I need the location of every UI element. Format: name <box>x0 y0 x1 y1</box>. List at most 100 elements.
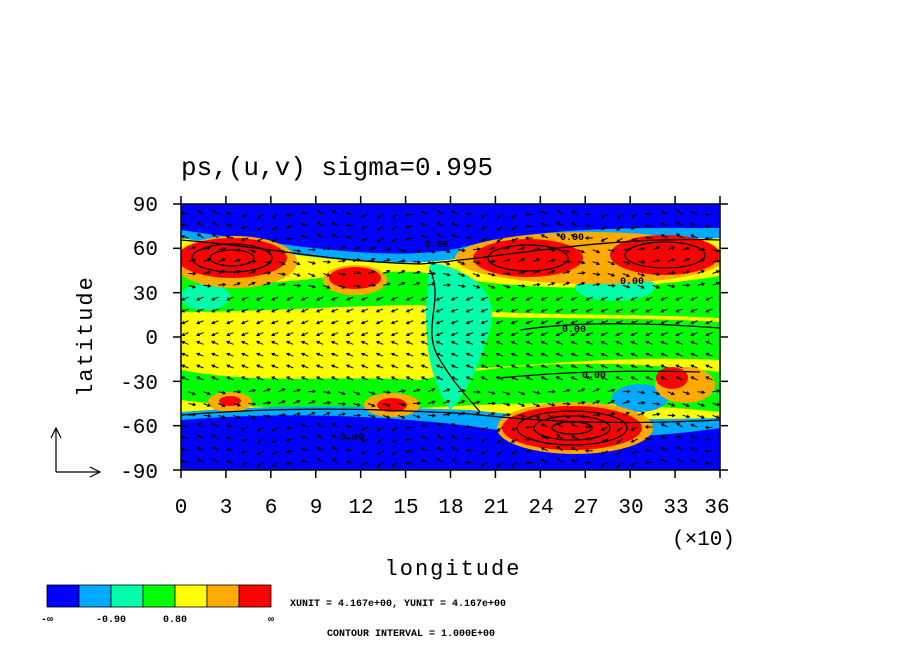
wind-vector <box>667 403 676 407</box>
wind-vector <box>256 450 264 456</box>
wind-vector <box>226 320 234 325</box>
contour-line <box>519 323 720 331</box>
wind-vector <box>278 272 287 276</box>
field-region-cyan-meridional <box>426 262 492 410</box>
wind-vector <box>398 248 407 253</box>
wind-vector <box>240 462 249 466</box>
wind-vector <box>255 308 264 313</box>
wind-vector <box>196 446 204 452</box>
wind-vector <box>705 296 713 301</box>
wind-vector <box>510 438 519 443</box>
wind-vector <box>652 246 661 251</box>
wind-vector <box>600 320 608 325</box>
wind-vector <box>196 209 204 215</box>
wind-vector <box>293 412 301 416</box>
wind-vector <box>203 270 212 275</box>
wind-vector <box>300 234 309 239</box>
wind-vector <box>390 332 399 337</box>
wind-vector <box>517 246 526 251</box>
wind-vector <box>240 308 249 313</box>
wind-vector <box>203 258 211 263</box>
wind-vector <box>256 438 264 444</box>
wind-vector <box>675 422 683 428</box>
wind-vector <box>517 414 526 418</box>
wind-vector <box>360 450 369 455</box>
wind-vector <box>405 212 414 217</box>
x-tick-label: 21 <box>483 497 508 520</box>
wind-vector <box>705 340 713 345</box>
wind-vector <box>270 332 279 337</box>
wind-vector <box>353 284 362 289</box>
wind-vector <box>472 411 481 416</box>
wind-vector <box>405 376 414 381</box>
x-tick-label: 9 <box>310 497 323 520</box>
wind-vector <box>345 332 354 337</box>
wind-vector <box>577 260 586 265</box>
wind-vector <box>233 403 242 407</box>
x-tick-label: 3 <box>220 497 233 520</box>
reference-vector-icon <box>50 426 102 478</box>
wind-vector <box>405 320 414 325</box>
wind-vector <box>510 340 519 345</box>
wind-vector <box>315 320 324 325</box>
field-region-central-red <box>329 267 381 289</box>
wind-vector <box>704 224 713 229</box>
field-region-south-deep-blue <box>181 415 720 470</box>
wind-vector <box>405 461 414 465</box>
wind-vector <box>682 258 690 263</box>
wind-vector <box>667 413 676 418</box>
wind-vector <box>540 222 549 227</box>
wind-vector <box>510 296 519 301</box>
wind-vector <box>556 458 564 464</box>
wind-vector <box>457 411 466 416</box>
x-tick-label: 27 <box>573 497 598 520</box>
wind-vector <box>465 296 474 301</box>
wind-vector <box>271 450 279 455</box>
wind-vector <box>353 413 362 418</box>
wind-vector <box>181 376 189 381</box>
wind-vector <box>600 438 608 443</box>
wind-vector <box>390 308 399 313</box>
wind-vector <box>181 296 189 301</box>
wind-vector <box>308 261 316 265</box>
wind-vector <box>660 308 668 313</box>
wind-vector <box>517 283 526 288</box>
wind-vector <box>480 320 489 325</box>
wind-vector <box>188 258 197 263</box>
plot-area: 0.00 0.00 0.00 0.00 0.00 0.00 <box>181 204 720 470</box>
legend-swatch <box>46 584 80 608</box>
y-tick-label: -90 <box>120 462 158 485</box>
wind-vector <box>225 223 234 227</box>
wind-vector <box>435 308 444 313</box>
wind-vector <box>660 320 668 325</box>
wind-vector <box>480 237 489 242</box>
wind-vector <box>211 233 219 239</box>
wind-vector <box>585 340 593 345</box>
wind-vector <box>420 447 429 452</box>
wind-vector <box>390 364 399 369</box>
wind-vector <box>375 308 384 313</box>
color-legend <box>46 584 272 608</box>
wind-vector <box>226 308 234 313</box>
wind-vector <box>690 332 698 337</box>
wind-vector <box>675 209 683 215</box>
wind-vector <box>376 213 384 219</box>
wind-vector <box>338 284 346 289</box>
wind-vector <box>555 340 564 345</box>
wind-vector <box>368 283 377 288</box>
y-tick-label: 0 <box>145 328 158 351</box>
wind-vector <box>188 412 197 417</box>
wind-vector <box>256 462 264 468</box>
wind-vector <box>382 403 391 407</box>
wind-vector <box>464 212 474 216</box>
wind-vector <box>510 320 519 325</box>
wind-vector <box>517 391 526 396</box>
wind-vector <box>616 426 623 432</box>
wind-vector <box>712 270 720 274</box>
wind-vector <box>211 376 219 381</box>
wind-vector <box>690 352 698 357</box>
wind-vector <box>376 225 384 231</box>
wind-vector <box>577 414 586 418</box>
wind-vector <box>524 425 533 430</box>
wind-vector <box>562 259 571 264</box>
